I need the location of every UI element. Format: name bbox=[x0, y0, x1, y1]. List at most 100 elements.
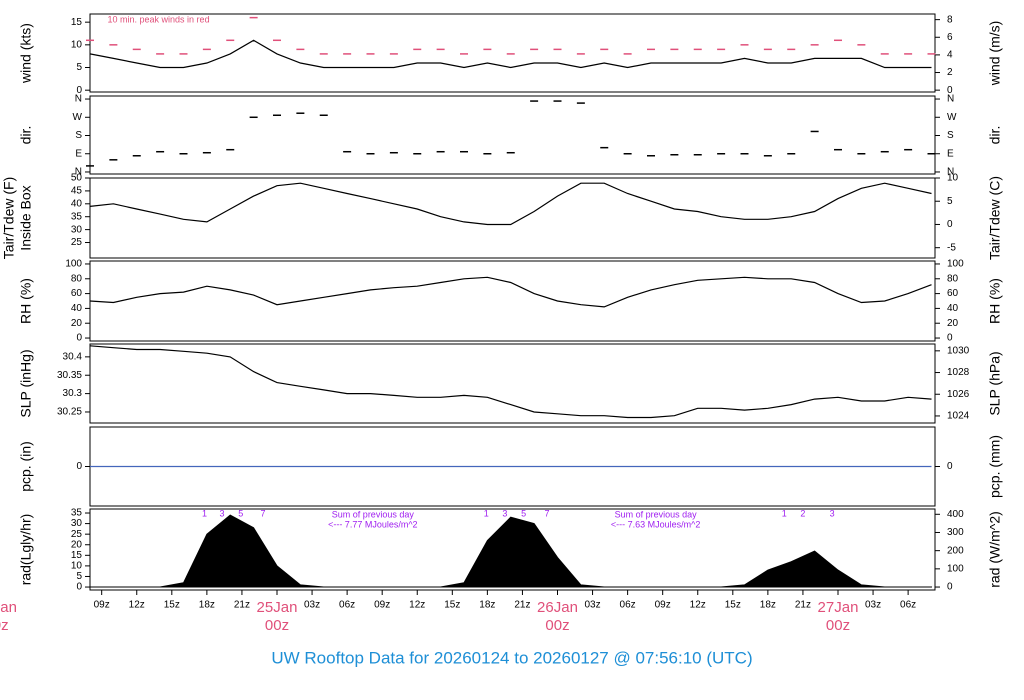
y2-tick-label: 80 bbox=[947, 273, 959, 284]
y2-tick-label: 0 bbox=[947, 333, 953, 344]
y2-tick-label: 20 bbox=[947, 318, 959, 329]
x-tick-label: 03z bbox=[584, 600, 600, 611]
hour-marker: 3 bbox=[220, 508, 225, 518]
x-tick-label: 00z bbox=[545, 617, 569, 634]
y-tick-label: N bbox=[75, 167, 82, 178]
y-tick-label: 45 bbox=[71, 186, 83, 197]
x-tick-label: 00z bbox=[0, 617, 9, 634]
y2-tick-label: 4 bbox=[947, 50, 953, 61]
y2-tick-label: 0 bbox=[947, 219, 953, 230]
annotation: <--- 7.63 MJoules/m^2 bbox=[611, 519, 701, 529]
y-tick-label: 0 bbox=[76, 85, 82, 96]
hour-marker: 7 bbox=[260, 508, 265, 518]
y-tick-label: 5 bbox=[76, 571, 82, 582]
y2-tick-label: 40 bbox=[947, 303, 959, 314]
y2-tick-label: 100 bbox=[947, 259, 964, 270]
day-label: 27Jan bbox=[818, 599, 859, 616]
hour-marker: 5 bbox=[521, 508, 526, 518]
y-tick-label: 0 bbox=[76, 461, 82, 472]
y-tick-label: E bbox=[75, 148, 82, 159]
y-tick-label: 50 bbox=[71, 173, 83, 184]
y2-axis-label: wind (m/s) bbox=[987, 21, 1003, 87]
y-axis-label: Inside Box bbox=[18, 185, 34, 250]
y2-tick-label: N bbox=[947, 94, 954, 105]
y-tick-label: 10 bbox=[71, 561, 83, 572]
x-tick-label: 06z bbox=[339, 600, 355, 611]
x-tick-label: 21z bbox=[234, 600, 250, 611]
y2-axis-label: RH (%) bbox=[987, 278, 1003, 324]
y-tick-label: 20 bbox=[71, 539, 83, 550]
y-axis-label: pcp. (in) bbox=[18, 441, 34, 492]
y2-tick-label: 0 bbox=[947, 461, 953, 472]
y2-tick-label: E bbox=[947, 148, 954, 159]
annotation: <--- 7.77 MJoules/m^2 bbox=[328, 519, 418, 529]
x-tick-label: 18z bbox=[199, 600, 215, 611]
y-tick-label: 30 bbox=[71, 518, 83, 529]
y-tick-label: 30.35 bbox=[57, 370, 82, 381]
x-tick-label: 00z bbox=[265, 617, 289, 634]
y2-tick-label: 60 bbox=[947, 288, 959, 299]
x-tick-label: 06z bbox=[620, 600, 636, 611]
annotation: 10 min. peak winds in red bbox=[108, 14, 210, 24]
y-tick-label: N bbox=[75, 94, 82, 105]
y-tick-label: 0 bbox=[76, 333, 82, 344]
panel-frame bbox=[89, 343, 936, 424]
y-tick-label: 30.3 bbox=[63, 388, 83, 399]
y-tick-label: 35 bbox=[71, 211, 83, 222]
y-tick-label: 5 bbox=[76, 62, 82, 73]
y2-tick-label: W bbox=[947, 112, 957, 123]
x-tick-label: 03z bbox=[865, 600, 881, 611]
hour-marker: 3 bbox=[830, 508, 835, 518]
x-tick-label: 00z bbox=[826, 617, 850, 634]
y2-tick-label: 5 bbox=[947, 196, 953, 207]
y-tick-label: 20 bbox=[71, 318, 83, 329]
y2-tick-label: 1030 bbox=[947, 345, 970, 356]
y2-tick-label: 1024 bbox=[947, 411, 970, 422]
annotation: Sum of previous day bbox=[615, 509, 698, 519]
x-tick-label: 12z bbox=[690, 600, 706, 611]
y2-axis-label: dir. bbox=[987, 126, 1003, 145]
y-tick-label: 30.4 bbox=[63, 352, 83, 363]
y2-tick-label: 1028 bbox=[947, 367, 970, 378]
y-axis-label: SLP (inHg) bbox=[18, 349, 34, 417]
y-tick-label: 35 bbox=[71, 508, 83, 519]
data-line bbox=[89, 276, 932, 308]
day-label: 24Jan bbox=[0, 599, 17, 616]
y-tick-label: 15 bbox=[71, 550, 83, 561]
y2-tick-label: 300 bbox=[947, 527, 964, 538]
x-tick-label: 12z bbox=[129, 600, 145, 611]
y2-tick-label: 0 bbox=[947, 582, 953, 593]
y2-tick-label: 8 bbox=[947, 14, 953, 25]
y-tick-label: S bbox=[75, 130, 82, 141]
panel-frame bbox=[89, 508, 936, 591]
panel-frame bbox=[89, 177, 936, 259]
y-tick-label: 15 bbox=[71, 17, 83, 28]
x-tick-label: 21z bbox=[795, 600, 811, 611]
data-line bbox=[89, 39, 932, 69]
hour-marker: 5 bbox=[238, 508, 243, 518]
y-axis-label: wind (kts) bbox=[18, 23, 34, 84]
x-tick-label: 03z bbox=[304, 600, 320, 611]
x-tick-label: 09z bbox=[374, 600, 390, 611]
x-tick-label: 15z bbox=[725, 600, 741, 611]
y2-tick-label: 200 bbox=[947, 545, 964, 556]
hour-marker: 3 bbox=[502, 508, 507, 518]
y2-tick-label: 100 bbox=[947, 563, 964, 574]
x-tick-label: 06z bbox=[900, 600, 916, 611]
data-area bbox=[89, 514, 933, 588]
y-tick-label: 10 bbox=[71, 39, 83, 50]
data-line bbox=[89, 345, 932, 419]
y2-tick-label: 1026 bbox=[947, 389, 970, 400]
x-tick-label: 15z bbox=[164, 600, 180, 611]
hour-marker: 2 bbox=[800, 508, 805, 518]
hour-marker: 1 bbox=[484, 508, 489, 518]
x-tick-label: 09z bbox=[655, 600, 671, 611]
y-tick-label: 40 bbox=[71, 303, 83, 314]
y-tick-label: 25 bbox=[71, 237, 83, 248]
y-tick-label: 80 bbox=[71, 273, 83, 284]
panel-frame bbox=[89, 95, 936, 175]
y-axis-label: rad(Lgly/hr) bbox=[18, 514, 34, 586]
x-tick-label: 09z bbox=[94, 600, 110, 611]
y2-axis-label: rad (W/m^2) bbox=[987, 511, 1003, 588]
